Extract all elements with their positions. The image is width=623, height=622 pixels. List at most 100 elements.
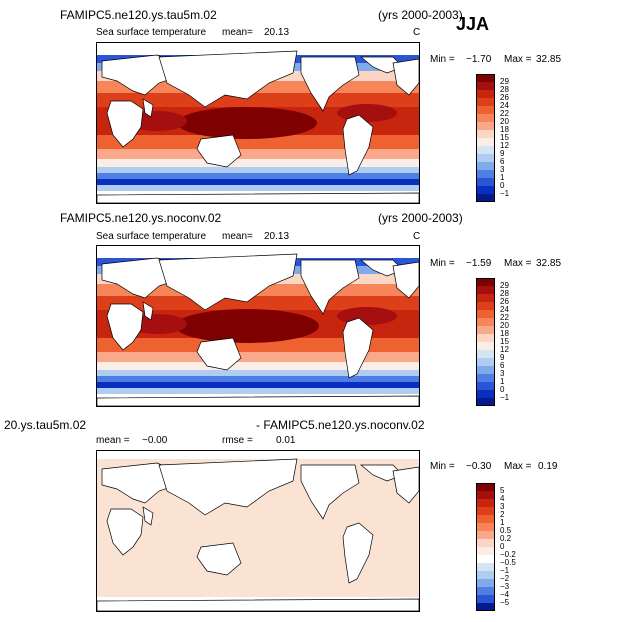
panel2-colorbar-label: 29 — [500, 281, 509, 290]
panel2-colorbar-cell — [476, 318, 495, 326]
panel1-variable: Sea surface temperature — [96, 27, 207, 38]
panel1-colorbar-label: 26 — [500, 93, 509, 102]
panel3-colorbar-label: 3 — [500, 502, 505, 511]
panel2-mean-label: mean= — [222, 231, 253, 242]
panel3-case-a: 20.ys.tau5m.02 — [4, 418, 87, 432]
panel3-colorbar-cell — [476, 539, 495, 547]
panel2-variable: Sea surface temperature — [96, 231, 207, 242]
panel2-colorbar-label: 20 — [500, 321, 509, 330]
panel1-mean-value: 20.13 — [264, 27, 290, 38]
panel3-case-b: - FAMIPC5.ne120.ys.noconv.02 — [256, 418, 425, 432]
panel3-colorbar-cell — [476, 587, 495, 595]
panel2-colorbar-cell — [476, 382, 495, 390]
panel1-colorbar-label: −1 — [500, 189, 510, 198]
panel1-colorbar-cell — [476, 178, 495, 186]
panel3-colorbar-label: −3 — [500, 582, 510, 591]
panel1-colorbar-label: 9 — [500, 149, 505, 158]
panel3-colorbar-cell — [476, 555, 495, 563]
panel3-colorbar-label: −0.2 — [500, 550, 516, 559]
panel2-colorbar-cell — [476, 302, 495, 310]
panel3-colorbar-label: 5 — [500, 486, 505, 495]
panel2-units: C — [413, 231, 421, 242]
panel2-years: (yrs 2000-2003) — [378, 211, 463, 225]
panel1-colorbar-cell — [476, 74, 495, 82]
panel1-colorbar-cell — [476, 146, 495, 154]
panel3-mean-label: mean = — [96, 435, 130, 446]
panel3-colorbar-cell — [476, 603, 495, 611]
panel1-colorbar-cell — [476, 98, 495, 106]
panel3-colorbar-cell — [476, 523, 495, 531]
panel1-colorbar-label: 3 — [500, 165, 505, 174]
panel1-colorbar-cell — [476, 114, 495, 122]
panel2-colorbar-cell — [476, 374, 495, 382]
panel1-colorbar-cell — [476, 130, 495, 138]
panel2-colorbar-cell — [476, 294, 495, 302]
panel1-units: C — [413, 27, 421, 38]
panel2-colorbar-label: 15 — [500, 337, 509, 346]
panel1-colorbar-label: 29 — [500, 77, 509, 86]
season-label: JJA — [456, 14, 490, 34]
panel2-colorbar-label: 9 — [500, 353, 505, 362]
panel2-colorbar-cell — [476, 398, 495, 406]
panel2-colorbar-cell — [476, 310, 495, 318]
panel2-colorbar-label: −1 — [500, 393, 510, 402]
panel3-colorbar-cell — [476, 563, 495, 571]
panel2-colorbar-label: 1 — [500, 377, 505, 386]
panel2-min-label: Min = — [430, 258, 455, 269]
panel1-min-label: Min = — [430, 54, 455, 65]
panel1-max-value: 32.85 — [536, 54, 562, 65]
panel2-colorbar-label: 24 — [500, 305, 509, 314]
panel1-colorbar-cell — [476, 186, 495, 194]
panel3-mean-value: −0.00 — [142, 435, 168, 446]
panel2-case-title: FAMIPC5.ne120.ys.noconv.02 — [60, 211, 222, 225]
panel1-sst-field — [97, 43, 419, 203]
panel1-map — [96, 42, 420, 204]
panel2-sst-field — [97, 246, 419, 406]
panel2-min-value: −1.59 — [466, 258, 492, 269]
panel3-rmse-label: rmse = — [222, 435, 253, 446]
panel1-colorbar-label: 28 — [500, 85, 509, 94]
panel1-colorbar-cell — [476, 162, 495, 170]
panel2-mean-value: 20.13 — [264, 231, 290, 242]
panel3-colorbar-label: −1 — [500, 566, 510, 575]
panel1-colorbar-cell — [476, 194, 495, 202]
panel2-colorbar-cell — [476, 366, 495, 374]
panel2-colorbar-cell — [476, 342, 495, 350]
panel3-colorbar-label: −4 — [500, 590, 510, 599]
panel2-colorbar-cell — [476, 358, 495, 366]
panel3-min-value: −0.30 — [466, 461, 492, 472]
panel1-max-label: Max = — [504, 54, 532, 65]
panel1-min-value: −1.70 — [466, 54, 492, 65]
panel2-colorbar-cell — [476, 334, 495, 342]
panel2-colorbar-cell — [476, 350, 495, 358]
panel1-years: (yrs 2000-2003) — [378, 8, 463, 22]
panel3-colorbar-label: −0.5 — [500, 558, 516, 567]
panel2-colorbar-label: 28 — [500, 289, 509, 298]
panel1-colorbar-label: 15 — [500, 133, 509, 142]
panel3-colorbar-cell — [476, 483, 495, 491]
panel1-colorbar-cell — [476, 154, 495, 162]
panel3-min-label: Min = — [430, 461, 455, 472]
panel3-colorbar-cell — [476, 531, 495, 539]
panel1-case-title: FAMIPC5.ne120.ys.tau5m.02 — [60, 8, 217, 22]
panel1-colorbar-label: 18 — [500, 125, 509, 134]
panel1-colorbar-cell — [476, 90, 495, 98]
panel3-colorbar-cell — [476, 499, 495, 507]
panel3-colorbar-cell — [476, 579, 495, 587]
panel3-diff-field — [97, 451, 419, 611]
panel3-colorbar-label: 0 — [500, 542, 505, 551]
panel3-colorbar-cell — [476, 571, 495, 579]
panel3-max-label: Max = — [504, 461, 532, 472]
panel3-colorbar-label: 0.5 — [500, 526, 512, 535]
panel2-colorbar-label: 12 — [500, 345, 509, 354]
panel1-colorbar-label: 12 — [500, 141, 509, 150]
panel1-colorbar-cell — [476, 122, 495, 130]
panel3-colorbar-cell — [476, 595, 495, 603]
panel2-colorbar-cell — [476, 390, 495, 398]
panel3-map — [96, 450, 420, 612]
panel1-colorbar-label: 20 — [500, 117, 509, 126]
panel2-max-label: Max = — [504, 258, 532, 269]
panel2-colorbar-label: 22 — [500, 313, 509, 322]
panel3-colorbar-cell — [476, 507, 495, 515]
panel1-mean-label: mean= — [222, 27, 253, 38]
